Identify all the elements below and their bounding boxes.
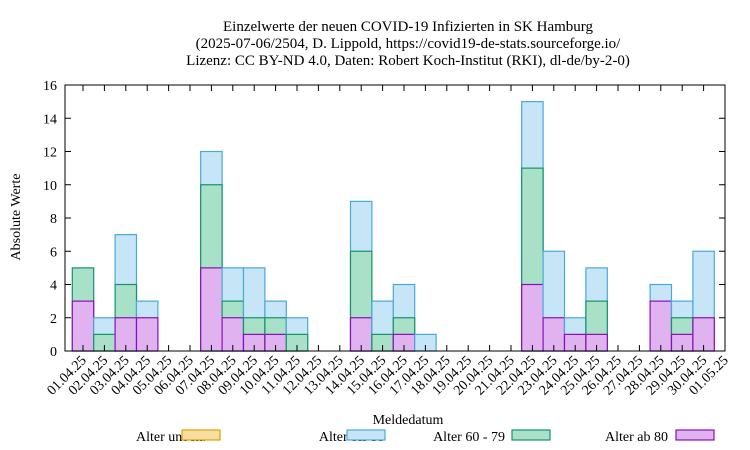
legend-swatch (346, 429, 386, 441)
legend: Alter unbek.Alter bis 59Alter 60 - 79Alt… (136, 429, 715, 445)
y-tick-label: 2 (50, 312, 57, 327)
y-tick-label: 6 (50, 245, 57, 260)
y-tick-label: 8 (50, 212, 57, 227)
chart-title-line-1: Einzelwerte der neuen COVID-19 Infiziert… (223, 19, 594, 35)
legend-label: Alter 60 - 79 (433, 430, 505, 445)
axes-layer: 024681012141601.04.2502.04.2503.04.2504.… (43, 79, 732, 398)
y-tick-label: 4 (50, 279, 57, 294)
y-tick-label: 12 (43, 146, 57, 161)
chart-title: Einzelwerte der neuen COVID-19 Infiziert… (186, 19, 630, 69)
bar-alter-ab-80-01.04.25 (71, 300, 95, 352)
legend-label: Alter ab 80 (605, 430, 668, 445)
bar-alter-ab-80-07.04.25 (200, 267, 223, 352)
bar-alter-ab-80-28.04.25 (649, 300, 673, 352)
chart-title-line-3: Lizenz: CC BY-ND 4.0, Daten: Robert Koch… (186, 53, 630, 69)
y-tick-label: 10 (43, 179, 57, 194)
legend-swatch (511, 429, 551, 441)
y-axis-label: Absolute Werte (9, 174, 24, 261)
legend-swatch (181, 429, 221, 441)
y-tick-label: 16 (43, 79, 57, 94)
chart-title-line-2: (2025-07-06/2504, D. Lippold, https://co… (196, 36, 621, 52)
bars-layer (71, 101, 715, 352)
x-axis-label: Meldedatum (373, 413, 444, 428)
legend-swatch (675, 429, 715, 441)
y-tick-label: 14 (43, 112, 57, 127)
y-tick-label: 0 (50, 345, 57, 360)
bar-alter-ab-80-22.04.25 (521, 283, 544, 352)
